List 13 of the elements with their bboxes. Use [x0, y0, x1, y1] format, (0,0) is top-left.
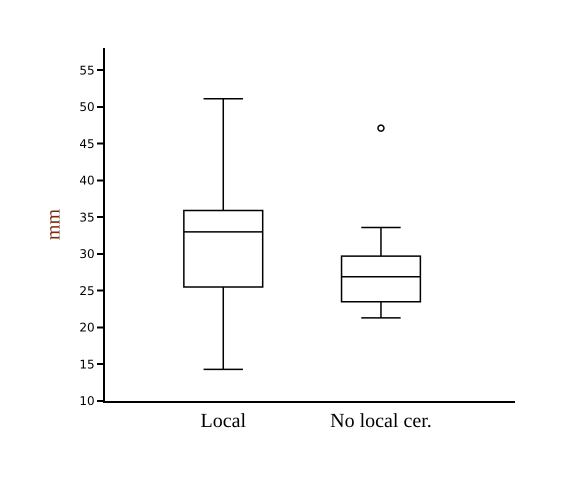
x-tick-label: No local cer.: [330, 410, 432, 432]
y-tick-label: 45: [79, 136, 95, 151]
y-tick-label: 50: [79, 100, 95, 114]
y-tick-label: 35: [79, 210, 95, 224]
y-tick-label: 25: [79, 284, 95, 298]
y-tick-label: 30: [79, 247, 95, 262]
y-tick-label: 20: [79, 320, 95, 335]
y-tick-label: 15: [79, 357, 95, 372]
y-axis-title: mm: [42, 208, 64, 240]
y-tick-label: 55: [79, 63, 95, 78]
y-tick-label: 40: [79, 174, 95, 188]
y-tick-label: 10: [79, 394, 95, 408]
x-tick-label: Local: [200, 410, 246, 432]
